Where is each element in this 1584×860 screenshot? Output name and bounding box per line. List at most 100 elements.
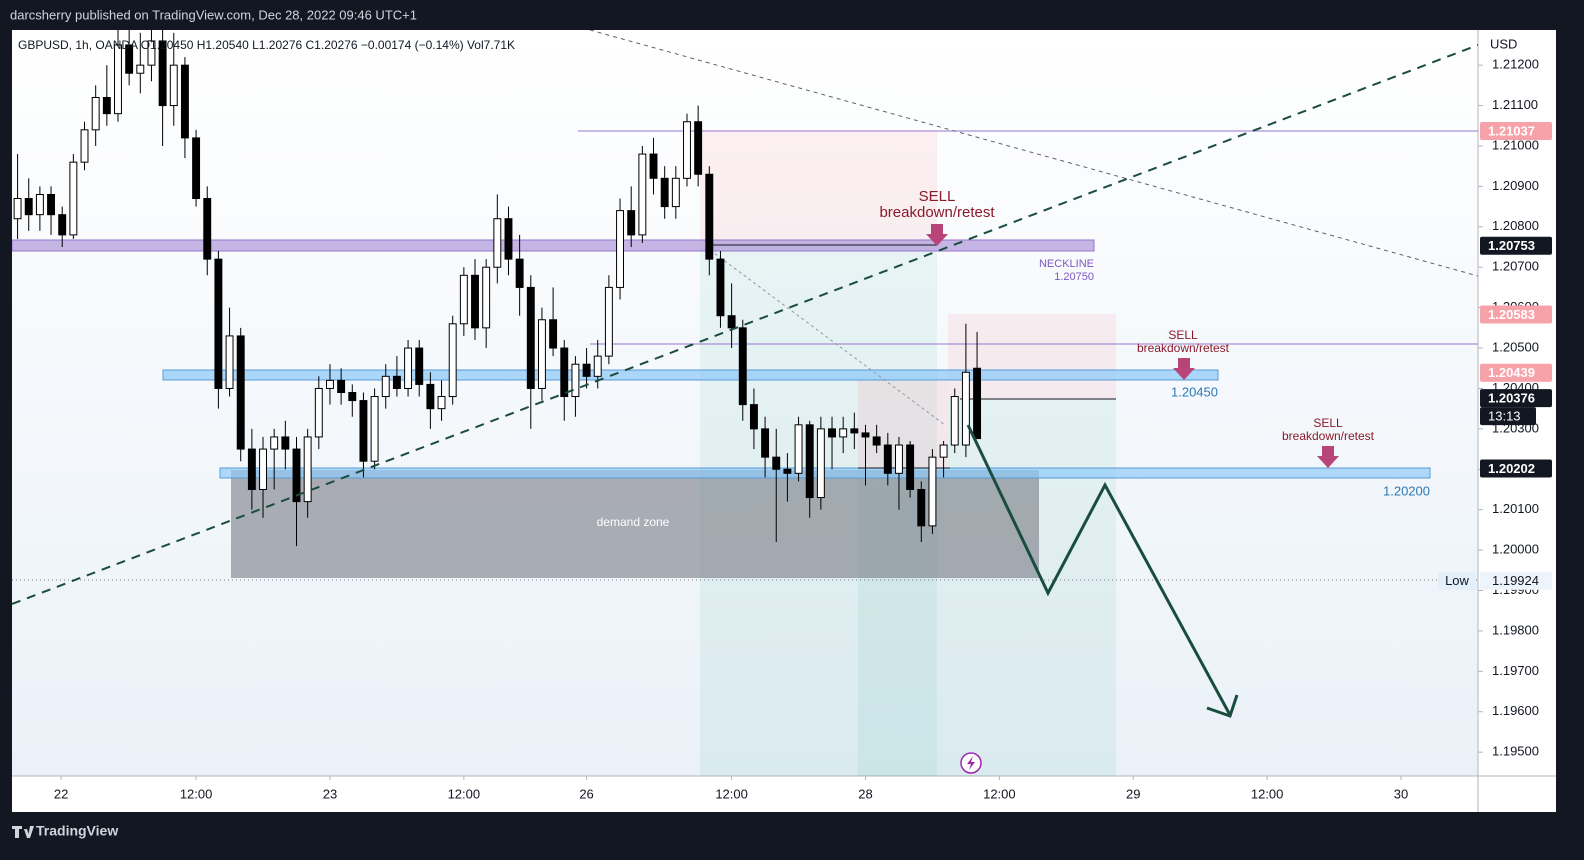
candle-body bbox=[950, 396, 959, 446]
candle-body bbox=[58, 214, 67, 236]
candle-body bbox=[448, 323, 457, 398]
y-tick-label: 1.20700 bbox=[1492, 259, 1539, 274]
projection bbox=[966, 424, 1232, 716]
x-tick-label: 12:00 bbox=[180, 786, 213, 801]
candle-body bbox=[225, 335, 234, 389]
candle-body bbox=[203, 198, 212, 260]
candle-body bbox=[482, 266, 491, 329]
price-label: 1.20753 bbox=[1488, 238, 1535, 253]
candle-body bbox=[314, 387, 323, 438]
candle-body bbox=[839, 428, 848, 438]
candle-body bbox=[671, 177, 680, 208]
countdown-box bbox=[1480, 407, 1536, 426]
annotation: 1.20200 bbox=[1383, 483, 1430, 498]
candle-body bbox=[593, 355, 602, 377]
trend-line bbox=[709, 249, 946, 426]
candle-body bbox=[883, 444, 892, 474]
candle-body bbox=[192, 137, 201, 200]
candle-body bbox=[326, 379, 334, 389]
y-tick-label: 1.19600 bbox=[1492, 703, 1539, 718]
candle-body bbox=[426, 383, 435, 410]
risk-zone bbox=[858, 380, 948, 468]
candle-body bbox=[560, 347, 569, 398]
x-tick-label: 23 bbox=[323, 786, 337, 801]
time-axis bbox=[12, 776, 1556, 812]
candle-body bbox=[281, 436, 290, 450]
x-tick-label: 28 bbox=[858, 786, 872, 801]
countdown: 13:13 bbox=[1488, 409, 1521, 424]
candle-body bbox=[158, 40, 167, 107]
neckline-band bbox=[12, 239, 1095, 252]
brand-logo bbox=[12, 826, 34, 838]
annotation: 1.20750 bbox=[1054, 271, 1094, 283]
candle-body bbox=[348, 391, 357, 402]
candle-body bbox=[415, 347, 424, 385]
annotation: demand zone bbox=[597, 515, 670, 529]
y-tick-label: 1.19800 bbox=[1492, 622, 1539, 637]
candle-body bbox=[35, 193, 44, 216]
x-tick-label: 26 bbox=[579, 786, 593, 801]
candle-body bbox=[828, 428, 836, 438]
candle-body bbox=[627, 210, 636, 236]
candle-body bbox=[772, 456, 781, 470]
price-label-box bbox=[1480, 389, 1552, 408]
candle-body bbox=[872, 436, 881, 446]
candle-body bbox=[749, 404, 758, 430]
candle-body bbox=[80, 129, 89, 163]
candle-body bbox=[727, 315, 736, 329]
price-label-box bbox=[1480, 236, 1552, 255]
candle-body bbox=[716, 258, 725, 317]
candle-body bbox=[493, 218, 502, 268]
candles bbox=[13, 30, 982, 547]
candle-body bbox=[392, 375, 401, 389]
candle-body bbox=[549, 319, 558, 349]
candle-body bbox=[13, 198, 22, 220]
x-tick-label: 12:00 bbox=[1251, 786, 1284, 801]
candle-body bbox=[147, 40, 156, 66]
price-label: 1.20439 bbox=[1488, 365, 1535, 380]
candle-body bbox=[169, 64, 178, 107]
annotation: breakdown/retest bbox=[1282, 429, 1375, 443]
trend-line bbox=[589, 30, 1478, 277]
candle-body bbox=[705, 173, 714, 260]
sell-arrow bbox=[926, 224, 948, 246]
annotation: breakdown/retest bbox=[879, 204, 995, 221]
price-label: 1.20583 bbox=[1488, 307, 1535, 322]
annotation: SELL bbox=[919, 188, 956, 205]
y-tick-label: 1.20900 bbox=[1492, 178, 1539, 193]
candle-body bbox=[917, 488, 926, 527]
candle-body bbox=[504, 218, 513, 260]
low-value-box bbox=[1480, 571, 1552, 590]
y-tick-label: 1.20500 bbox=[1492, 339, 1539, 354]
y-tick-label: 1.20100 bbox=[1492, 501, 1539, 516]
candle-body bbox=[259, 448, 267, 490]
annotation: NECKLINE bbox=[1039, 258, 1094, 270]
price-label-box bbox=[1480, 122, 1552, 141]
x-tick-label: 12:00 bbox=[448, 786, 481, 801]
projection-arrow bbox=[1206, 694, 1239, 718]
candle-body bbox=[459, 274, 468, 325]
annotation: breakdown/retest bbox=[1137, 341, 1230, 355]
candle-body bbox=[437, 396, 446, 410]
candle-body bbox=[247, 448, 256, 490]
price-label: 1.21037 bbox=[1488, 123, 1535, 138]
candle-body bbox=[928, 456, 937, 527]
candle-body bbox=[861, 432, 870, 438]
currency: USD bbox=[1490, 36, 1517, 51]
candle-body bbox=[694, 121, 703, 175]
candle-body bbox=[961, 371, 970, 446]
candle-body bbox=[683, 121, 691, 179]
candle-body bbox=[47, 193, 56, 216]
annotation: SELL bbox=[1168, 328, 1198, 342]
candle-body bbox=[114, 44, 122, 115]
candle-body bbox=[337, 379, 346, 393]
candle-body bbox=[973, 367, 982, 440]
y-tick-label: 1.20800 bbox=[1492, 218, 1539, 233]
candle-body bbox=[24, 198, 33, 216]
candle-body bbox=[292, 448, 301, 503]
low-value: 1.19924 bbox=[1492, 573, 1539, 588]
published: darcsherry published on TradingView.com,… bbox=[10, 7, 417, 22]
candle-body bbox=[571, 363, 580, 398]
